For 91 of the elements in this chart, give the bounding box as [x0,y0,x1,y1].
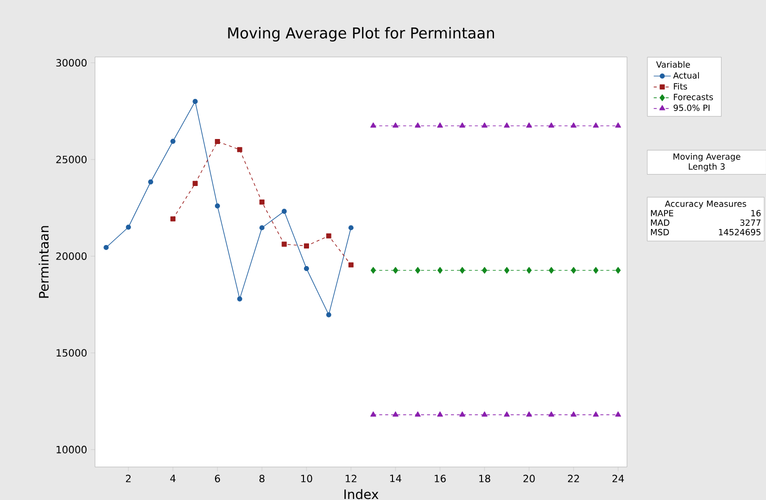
point [482,122,488,128]
point [570,122,577,128]
point [504,122,510,128]
text: Moving Average [674,153,740,162]
point [548,122,554,128]
x-tick-label: 20 [523,474,535,482]
x-tick-label: 14 [390,474,402,482]
point [570,266,576,274]
point [237,147,242,152]
point [460,266,465,274]
point [526,122,532,128]
x-tick-label: 8 [259,474,264,482]
legend-label: Actual [673,72,699,79]
x-tick-label: 12 [346,474,356,482]
point [304,243,310,248]
text: 3277 [740,219,760,226]
point [616,266,621,274]
point [548,266,554,274]
point [392,266,398,274]
point [437,411,443,417]
point [414,122,421,128]
point [170,138,176,144]
point [170,216,176,222]
point [592,122,599,128]
x-tick-label: 18 [479,474,490,482]
text: 14524695 [719,228,760,236]
point [259,199,264,205]
point [392,411,398,417]
point [526,266,532,274]
point [192,180,198,186]
point [459,122,466,128]
chart-title: Moving Average Plot for Permintaan [228,27,494,42]
point [615,122,622,128]
point [348,225,354,230]
x-tick-label: 10 [301,474,312,482]
text: MAPE [651,210,674,216]
x-tick-label: 22 [568,474,579,482]
point [526,411,532,417]
point [482,411,488,417]
point [437,266,443,274]
x-axis-title: Index [344,489,378,500]
text: 16 [751,210,761,216]
point [615,411,622,417]
point [370,411,376,417]
point [593,266,598,274]
point [148,179,154,184]
point [282,242,287,247]
point [237,296,242,302]
y-tick-label: 10000 [56,446,87,454]
y-tick-label: 25000 [56,156,87,164]
point [126,224,131,230]
point [326,312,332,318]
x-tick-label: 4 [170,474,176,482]
point [348,262,354,268]
point [459,411,466,417]
point [504,411,510,417]
legend-label: Forecasts [674,94,713,100]
point [414,411,421,417]
point [214,203,220,208]
point [504,266,510,274]
point [304,266,310,272]
text: MAD [651,220,670,226]
point [282,208,287,214]
y-tick-label: 30000 [56,59,87,67]
point [415,266,420,274]
legend-title: Variable [656,61,690,68]
text: Length 3 [688,163,725,172]
legend-label: 95.0% PI [674,104,710,111]
point [104,244,109,250]
text: MSD [651,228,669,236]
legend-label: Fits [674,83,688,90]
point [482,266,488,274]
y-tick-label: 15000 [56,349,87,357]
point [570,411,577,417]
y-tick-label: 20000 [56,252,87,260]
text: Accuracy Measures [664,200,746,209]
point [326,233,332,238]
point [437,122,443,128]
point [370,266,376,274]
x-tick-label: 6 [214,474,220,482]
point [548,411,554,417]
y-axis-title: Permintaan [38,226,49,298]
point [392,122,398,128]
point [370,122,376,128]
point [192,98,198,104]
point [214,138,220,144]
point [592,411,599,417]
x-tick-label: 16 [434,474,446,482]
point [259,225,264,230]
x-tick-label: 2 [126,474,131,482]
x-tick-label: 24 [612,474,624,482]
